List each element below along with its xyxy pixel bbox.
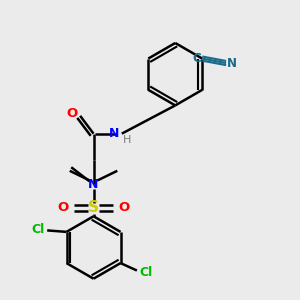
Text: Cl: Cl: [32, 223, 45, 236]
Text: H: H: [123, 135, 132, 145]
Text: N: N: [88, 178, 99, 191]
Text: C: C: [193, 52, 201, 65]
Text: Cl: Cl: [139, 266, 152, 278]
Text: S: S: [88, 200, 99, 215]
Text: O: O: [118, 202, 130, 214]
Text: O: O: [67, 107, 78, 120]
Text: O: O: [57, 202, 69, 214]
Text: N: N: [109, 127, 119, 140]
Text: N: N: [227, 57, 237, 70]
